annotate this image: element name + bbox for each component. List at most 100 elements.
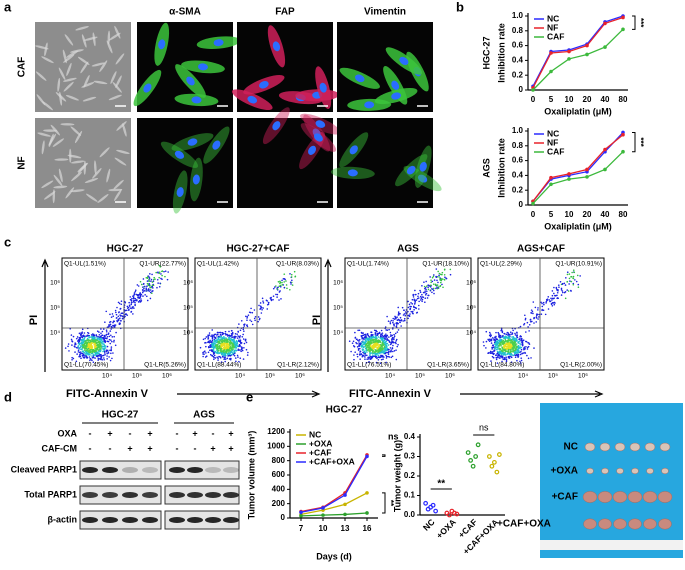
event [384, 352, 386, 355]
event [373, 355, 375, 357]
point [365, 511, 369, 515]
nucleus [349, 145, 358, 155]
event [364, 356, 366, 358]
event [120, 315, 122, 317]
nucleus [315, 120, 326, 128]
event [221, 337, 224, 340]
x-tick-label: +OXA [434, 517, 458, 541]
event [391, 347, 394, 350]
tumor [598, 518, 612, 530]
event [429, 286, 432, 288]
event [214, 345, 217, 347]
event [379, 348, 382, 350]
event [81, 344, 84, 346]
event [117, 301, 120, 304]
band [187, 517, 203, 523]
panel-label: a [4, 0, 12, 14]
event [147, 283, 149, 285]
event [377, 350, 380, 353]
event [236, 337, 239, 339]
event [149, 289, 152, 291]
point [567, 49, 571, 54]
band-label: Cleaved PARP1 [11, 464, 77, 474]
event [87, 342, 90, 345]
event [498, 344, 500, 347]
event [96, 337, 98, 339]
x-tick-label: 10⁴ [235, 373, 245, 380]
event [155, 271, 158, 274]
event [364, 354, 367, 356]
event [253, 309, 256, 311]
event [553, 297, 555, 299]
event [98, 333, 101, 336]
event [235, 335, 237, 338]
event [98, 331, 100, 333]
cell [106, 168, 111, 183]
event [105, 310, 108, 313]
event [498, 334, 501, 337]
event [99, 358, 102, 360]
event [567, 290, 570, 292]
event [237, 348, 240, 351]
event [236, 354, 239, 357]
event [217, 357, 219, 359]
cell [115, 53, 125, 65]
event [205, 336, 208, 338]
event [528, 323, 531, 326]
event [290, 273, 293, 276]
x-tick-label: 10 [319, 524, 328, 533]
event [159, 282, 161, 285]
event [85, 344, 88, 346]
event [158, 286, 161, 288]
event [157, 282, 159, 284]
event [517, 341, 520, 343]
tumor [643, 518, 657, 530]
event [357, 348, 360, 350]
tumor [627, 491, 643, 503]
event [220, 344, 222, 347]
event [530, 309, 533, 311]
event [374, 352, 376, 355]
event [109, 313, 111, 316]
event [145, 288, 148, 291]
event [147, 284, 150, 287]
event [559, 280, 562, 283]
event [97, 357, 100, 360]
event [86, 357, 88, 359]
event [566, 271, 569, 274]
event [357, 329, 359, 332]
event [208, 332, 211, 334]
y-tick-label: 1200 [267, 427, 285, 436]
tumor [628, 518, 642, 530]
x-axis-label: Oxaliplatin (μM) [544, 106, 612, 116]
event [89, 354, 91, 356]
x-tick-label: 10⁵ [265, 373, 275, 380]
x-tick-label: 0 [531, 95, 536, 104]
x-tick-label: 10 [565, 210, 574, 219]
event [104, 347, 107, 349]
event [403, 313, 406, 315]
event [222, 356, 224, 358]
event [246, 317, 248, 319]
band [205, 517, 221, 523]
event [217, 345, 219, 347]
event [224, 352, 227, 355]
event [219, 351, 221, 354]
y-tick-label: 0 [519, 200, 524, 209]
event [421, 293, 423, 296]
event [110, 339, 112, 341]
event [221, 348, 224, 350]
event [414, 293, 416, 296]
point [585, 175, 589, 179]
event [396, 331, 399, 333]
nucleus [419, 161, 427, 172]
event [407, 317, 409, 320]
event [572, 277, 574, 279]
event [545, 302, 547, 304]
event [353, 358, 355, 361]
event [510, 340, 513, 342]
event [505, 346, 508, 348]
y-tick-label: 0.4 [512, 171, 524, 180]
group-label: HGC-27 [102, 410, 139, 421]
event [228, 358, 231, 360]
